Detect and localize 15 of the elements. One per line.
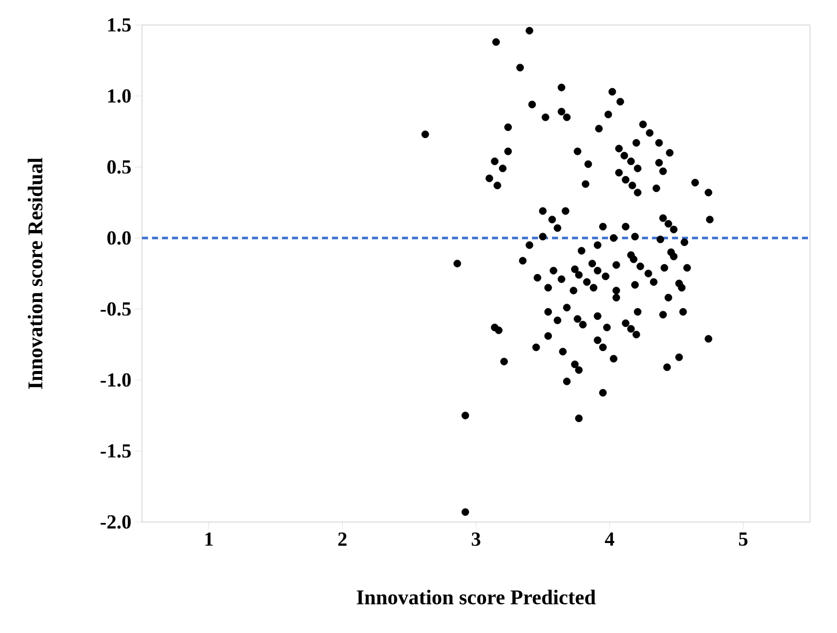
x-tick-label: 4 xyxy=(604,532,614,546)
y-axis-title: Innovation score Residual xyxy=(28,158,42,389)
y-tick-label: 1.0 xyxy=(108,89,131,103)
y-tick-label: 0.0 xyxy=(107,231,131,245)
y-tick-label: -1.5 xyxy=(100,444,131,458)
x-tick-label: 2 xyxy=(338,532,347,546)
y-tick-label: -2.0 xyxy=(100,515,131,529)
y-tick-label: -1.0 xyxy=(100,373,131,387)
y-tick-label: -0.5 xyxy=(100,302,131,316)
x-tick-label: 5 xyxy=(739,532,748,546)
x-tick-label: 1 xyxy=(205,532,213,546)
x-axis-title: Innovation score Predicted xyxy=(356,590,596,604)
y-tick-label: 0.5 xyxy=(107,160,131,174)
y-tick-label: 1.5 xyxy=(108,18,131,32)
x-tick-label: 3 xyxy=(472,532,480,546)
